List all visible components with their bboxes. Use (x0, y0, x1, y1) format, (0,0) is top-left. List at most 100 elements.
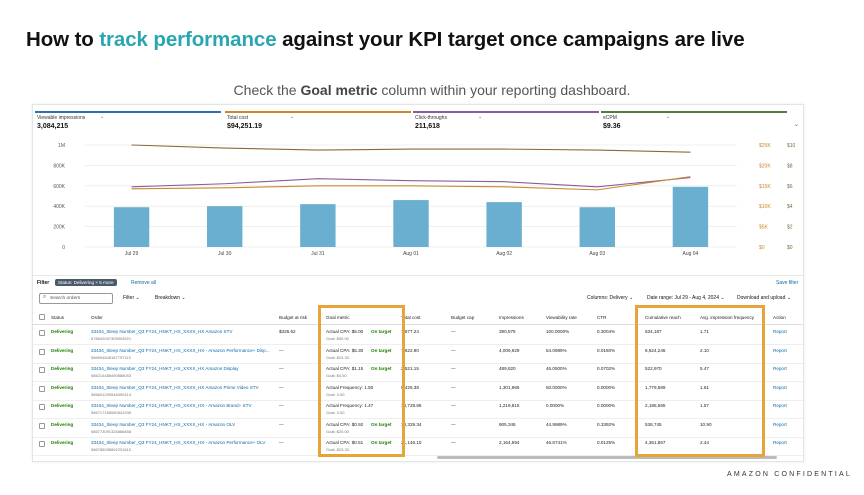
metric-card-viewable-impressions[interactable]: Viewable impressions ⌄ 3,084,215 (35, 111, 221, 137)
goal-metric-cell: Actual CPA: $0.92 (326, 421, 364, 427)
budget-at-risk-cell: — (279, 366, 284, 371)
cumulative-reach-cell: 634,187 (645, 329, 662, 334)
goal-target: Goal: $50.00 (326, 336, 349, 341)
col-total-cost[interactable]: Total cost (401, 315, 421, 320)
metric-card-ecpm[interactable]: eCPM ⌄ $9.36 (601, 111, 787, 137)
y-tick-label: 0 (62, 245, 65, 251)
y-tick-label: 800K (53, 163, 65, 169)
budget-at-risk-cell: — (279, 384, 284, 390)
col-action: Action (773, 315, 786, 320)
order-link[interactable]: 33434_Sleep Number_Q3 FY24_HNKT_HX_XXXX_… (91, 347, 270, 353)
order-id: 586717165080641936 (91, 410, 132, 415)
x-tick-label: Jul 30 (218, 251, 232, 257)
col-budget-cap[interactable]: Budget cap (451, 315, 475, 320)
chevron-down-icon[interactable]: ⌄ (666, 114, 671, 120)
report-link[interactable]: Report (773, 329, 787, 334)
filter-dropdown[interactable]: Filter ⌄ (123, 295, 140, 301)
order-id: 586773091326886858 (91, 428, 132, 434)
ctr-cell: 0.0702% (597, 366, 616, 371)
avg-frequency-cell: 1.57 (700, 403, 709, 408)
table-row[interactable]: Delivering 33434_Sleep Number_Q3 FY24_HNK… (33, 400, 803, 419)
order-id: 578842097305904921 (91, 336, 132, 341)
impressions-cell: 4,006,929 (499, 347, 520, 353)
budget-cap-cell: — (451, 421, 456, 427)
report-link[interactable]: Report (773, 366, 787, 371)
row-checkbox[interactable] (39, 404, 45, 410)
date-range-dropdown[interactable]: Date range: Jul 29 - Aug 4, 2024 ⌄ (647, 295, 725, 301)
row-checkbox[interactable] (39, 422, 45, 429)
chart-bar (113, 207, 150, 247)
ctr-cell: 0.0125% (597, 440, 616, 445)
table-row[interactable]: Delivering 33434_Sleep Number_Q3 FY24_HNK… (33, 382, 803, 401)
viewability-cell: 100.0000% (546, 329, 570, 334)
col-ctr[interactable]: CTR (597, 315, 607, 320)
y2-tick-label: $5K (759, 225, 769, 231)
col-budget-at-risk[interactable]: Budget at risk (279, 315, 308, 320)
goal-metric-cell: Actual CPA: $0.51 (326, 440, 364, 445)
chevron-down-icon[interactable]: ⌄ (290, 114, 295, 120)
total-cost-cell: 21,146.10 (401, 440, 422, 445)
order-link[interactable]: 33434_Sleep Number_Q3 FY24_HNKT_HX_XXXX_… (91, 403, 252, 408)
viewability-cell: 46.0500% (546, 366, 567, 371)
report-link[interactable]: Report (773, 421, 787, 427)
chevron-down-icon[interactable]: ⌄ (100, 114, 105, 120)
collapse-chevron-icon[interactable]: ⌄ (793, 122, 799, 128)
search-input[interactable]: ⌕ Search orders (39, 293, 113, 304)
ctr-cell: 0.0000% (597, 384, 616, 390)
viewability-cell: 46.6741% (546, 440, 567, 445)
order-link[interactable]: 33434_Sleep Number_Q3 FY24_HNKT_HX_XXXX_… (91, 421, 236, 427)
download-upload-dropdown[interactable]: Download and upload ⌄ (737, 295, 791, 301)
goal-target: Goal: 3.00 (326, 410, 345, 415)
col-impressions[interactable]: Impressions (499, 315, 524, 320)
save-filter-link[interactable]: Save filter (776, 280, 799, 286)
report-link[interactable]: Report (773, 347, 787, 353)
row-checkbox[interactable] (39, 330, 45, 336)
performance-chart: 0 $0 $0 200K $5K $2 400K $10K $4 600K $15K $6 800K $2… (33, 137, 803, 267)
report-link[interactable]: Report (773, 403, 787, 408)
total-cost-cell: 18,329.34 (401, 421, 422, 427)
col-status[interactable]: Status (51, 315, 65, 320)
col-order[interactable]: Order (91, 315, 103, 320)
chevron-down-icon[interactable]: ⌄ (478, 114, 483, 120)
ctr-cell: 0.3004% (597, 329, 616, 334)
status-filter-chip[interactable]: Status: Delivering × 5 more (55, 279, 117, 286)
viewability-cell: 44.9989% (546, 421, 567, 427)
goal-target: Goal: $20.00 (326, 428, 349, 434)
table-row[interactable]: Delivering 33434_Sleep Number_Q3 FY24_HNK… (33, 345, 803, 364)
order-link[interactable]: 33434_Sleep Number_Q3 FY24_HNKT_HX_XXXX_… (91, 440, 266, 445)
breakdown-dropdown[interactable]: Breakdown ⌄ (155, 295, 186, 301)
y3-tick-label: $8 (787, 163, 793, 169)
row-checkbox[interactable] (39, 441, 45, 447)
chart-svg: 0 $0 $0 200K $5K $2 400K $10K $4 600K $15K $6 800K $2… (53, 143, 795, 257)
order-link[interactable]: 33434_Sleep Number_Q3 FY24_HNKT_HX_XXXX_… (91, 366, 239, 371)
remove-all-link[interactable]: Remove all (131, 280, 157, 286)
x-tick-label: Aug 02 (496, 251, 512, 257)
col-goal-metric[interactable]: Goal metric (326, 315, 350, 320)
goal-metric-cell: Actual CPA: $1.15 (326, 366, 364, 371)
budget-cap-cell: — (451, 347, 456, 353)
order-link[interactable]: 33434_Sleep Number_Q3 FY24_HNKT_HX_XXXX_… (91, 329, 233, 334)
cumulative-reach-cell: 1,779,589 (645, 384, 666, 390)
col-avg-impression-frequency[interactable]: Avg. impression frequency (700, 315, 755, 320)
table-row[interactable]: Delivering 33434_Sleep Number_Q3 FY24_HNK… (33, 363, 803, 382)
col-viewability-rate[interactable]: Viewability rate (546, 315, 577, 320)
table-row[interactable]: Delivering 33434_Sleep Number_Q3 FY24_HNK… (33, 437, 803, 456)
status-cell: Delivering (51, 403, 74, 408)
row-checkbox[interactable] (39, 385, 45, 392)
x-tick-label: Aug 04 (682, 251, 698, 257)
columns-dropdown[interactable]: Columns: Delivery ⌄ (587, 295, 634, 301)
report-link[interactable]: Report (773, 384, 787, 390)
row-checkbox[interactable] (39, 367, 45, 373)
report-link[interactable]: Report (773, 440, 787, 445)
horizontal-scrollbar[interactable] (437, 456, 777, 459)
order-link[interactable]: 33434_Sleep Number_Q3 FY24_HNKT_HX_XXXX_… (91, 384, 259, 390)
table-toolbar: ⌕ Search orders Filter ⌄ Breakdown ⌄ Colu… (33, 293, 803, 305)
table-row[interactable]: Delivering 33434_Sleep Number_Q3 FY24_HNK… (33, 326, 803, 345)
metric-card-click-throughs[interactable]: Click-throughs ⌄ 211,618 (413, 111, 599, 137)
row-checkbox[interactable] (39, 348, 45, 355)
table-row[interactable]: Delivering 33434_Sleep Number_Q3 FY24_HNK… (33, 419, 803, 438)
avg-frequency-cell: 2.10 (700, 347, 709, 353)
select-all-checkbox[interactable] (39, 314, 45, 320)
metric-card-total-cost[interactable]: Total cost ⌄ $94,251.19 (225, 111, 411, 137)
col-cumulative-reach[interactable]: Cumulative reach (645, 315, 681, 320)
